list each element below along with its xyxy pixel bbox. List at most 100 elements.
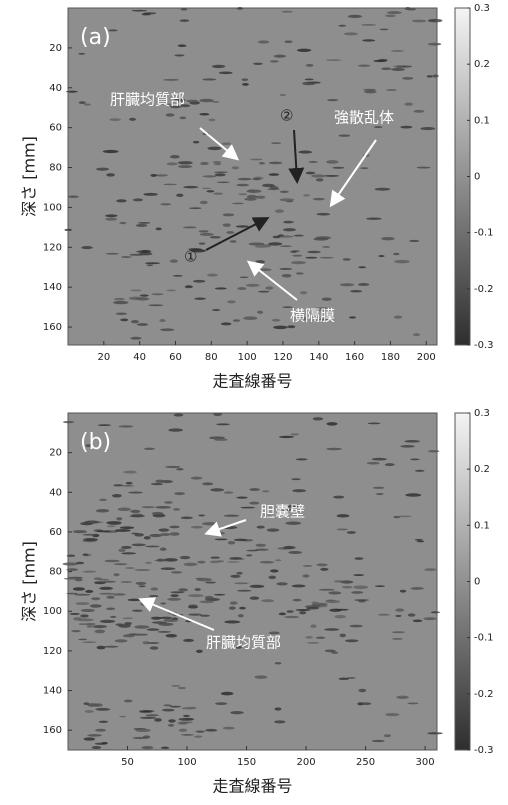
speckle [106,253,119,255]
y-tick-label: 20 [49,43,62,54]
speckle [262,184,275,187]
panel-label: (b) [80,430,111,455]
speckle [73,530,87,533]
speckle [337,514,350,517]
speckle [130,515,145,517]
speckle [104,646,118,648]
speckle [84,104,91,106]
speckle [145,262,160,264]
speckle [236,225,249,227]
speckle [93,625,107,628]
speckle [188,594,204,597]
speckle [64,578,79,580]
speckle [410,458,419,460]
speckle [85,623,96,625]
x-tick-label: 250 [356,757,375,768]
colorbar-tick-label: 0.3 [474,408,490,419]
speckle [237,178,251,180]
speckle [174,54,184,56]
speckle [151,587,158,590]
speckle [276,582,287,585]
speckle [291,261,306,264]
colorbar-tick-label: 0 [474,577,480,588]
speckle [99,587,113,590]
speckle [171,685,180,687]
speckle [146,264,153,266]
speckle [179,729,187,732]
speckle [386,89,397,91]
speckle [91,597,100,600]
speckle [385,14,396,17]
speckle [215,173,226,176]
speckle [345,639,358,642]
speckle [337,528,349,530]
speckle [297,49,311,52]
speckle [194,735,202,737]
speckle [123,471,137,474]
speckle [373,60,386,62]
speckle [163,184,177,186]
speckle [230,711,244,714]
speckle [359,689,367,692]
speckle [178,44,187,47]
speckle [140,717,156,719]
speckle [334,580,345,582]
speckle [417,540,424,542]
speckle [169,532,179,535]
annotation: 肝臓均質部 [110,91,185,109]
x-axis-label: 走査線番号 [212,777,292,796]
speckle [309,161,318,163]
speckle [82,554,88,556]
speckle [183,186,198,189]
speckle [250,597,259,600]
speckle [413,110,424,113]
speckle [191,477,203,480]
speckle [326,59,342,61]
speckle [200,233,214,236]
speckle [287,325,295,328]
speckle [90,604,102,607]
speckle [339,134,351,136]
speckle [116,312,127,315]
speckle [316,637,326,639]
speckle [336,609,349,611]
speckle [156,228,162,231]
speckle [162,709,175,712]
speckle [305,79,314,81]
speckle [181,8,188,10]
speckle [280,94,286,96]
speckle [148,304,163,306]
speckle [161,747,169,749]
speckle [348,15,362,18]
speckle [433,74,439,77]
speckle [249,488,260,491]
speckle [413,619,423,622]
speckle [385,713,399,716]
speckle [145,562,152,564]
speckle [256,196,266,199]
speckle [344,32,358,35]
speckle [324,628,339,631]
speckle [284,40,292,43]
speckle [307,251,321,254]
speckle [95,708,110,711]
speckle [215,538,228,540]
speckle [151,483,163,485]
speckle [120,319,128,322]
speckle [350,290,362,292]
speckle [82,641,96,643]
speckle [267,528,280,531]
speckle [327,99,338,101]
speckle [280,191,289,193]
speckle [342,586,352,589]
y-axis-label: 深さ [mm] [20,136,39,217]
speckle [144,448,155,450]
speckle [246,284,260,287]
speckle [84,737,96,740]
y-tick-label: 60 [49,527,62,538]
y-tick-label: 20 [49,448,62,459]
speckle [242,83,249,86]
speckle [214,439,227,441]
speckle [282,274,292,277]
speckle [183,639,194,642]
